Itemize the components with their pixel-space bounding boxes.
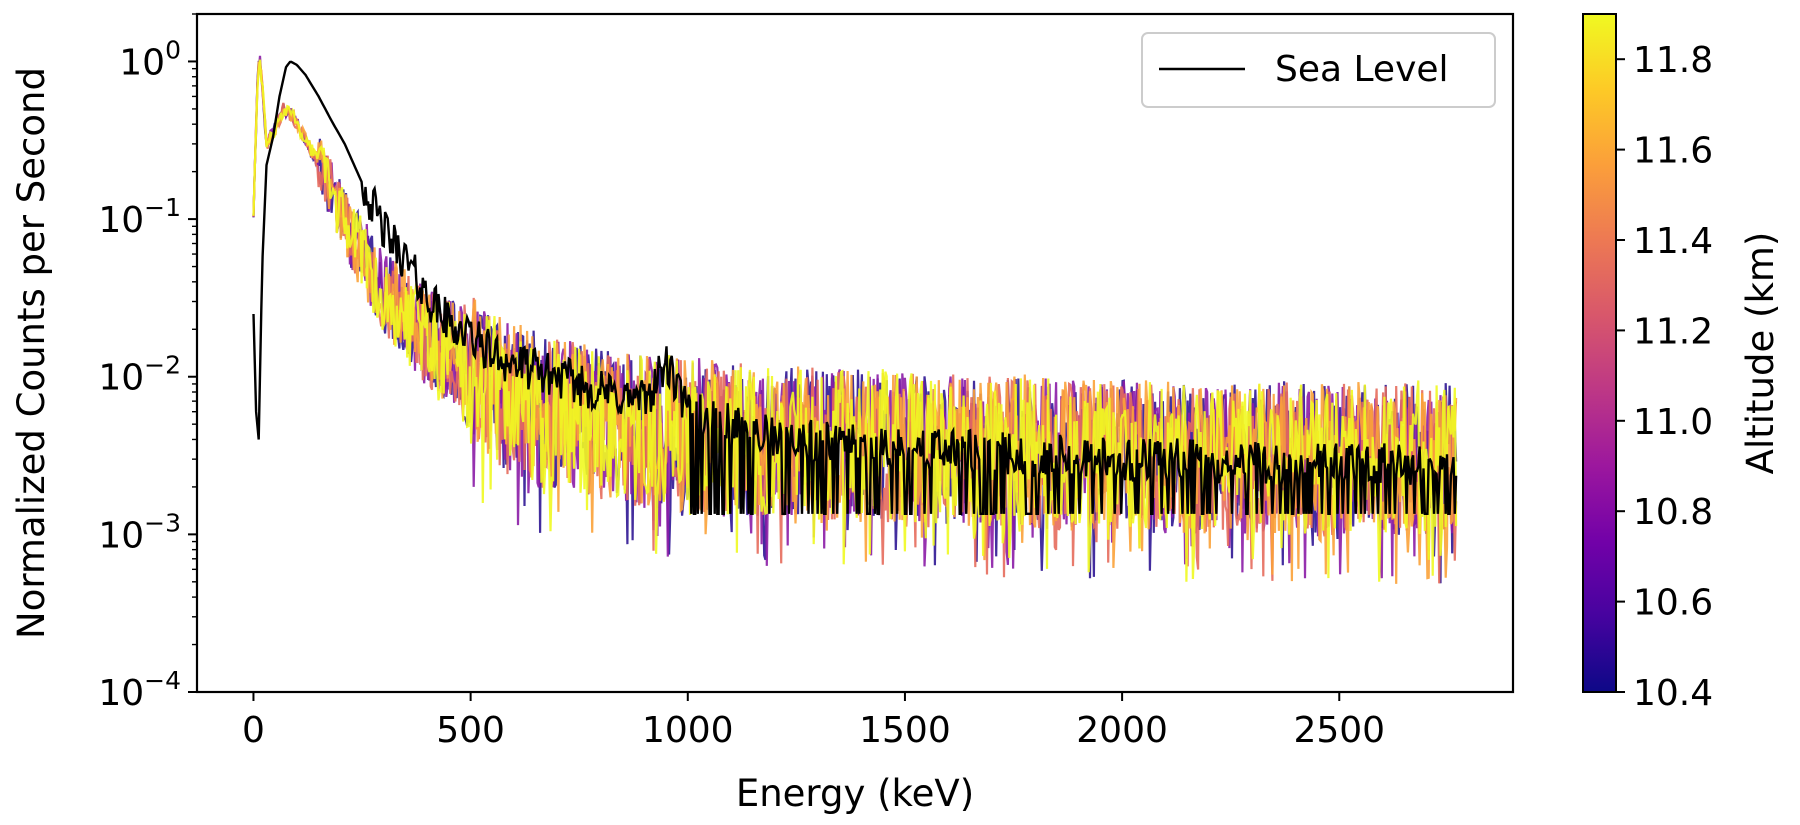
y-tick-label: 10−2 bbox=[98, 351, 181, 399]
x-tick-label: 2500 bbox=[1293, 710, 1385, 751]
colorbar-tick-label: 10.8 bbox=[1633, 492, 1713, 533]
y-tick-label: 100 bbox=[119, 35, 181, 83]
x-axis-label: Energy (keV) bbox=[736, 772, 974, 815]
legend-label-sea-level: Sea Level bbox=[1275, 49, 1449, 90]
x-tick-label: 500 bbox=[436, 710, 505, 751]
plot-background bbox=[197, 14, 1513, 692]
y-tick-label: 10−1 bbox=[98, 193, 181, 241]
x-tick-label: 1500 bbox=[859, 710, 951, 751]
y-tick-label: 10−3 bbox=[98, 508, 181, 556]
colorbar-gradient bbox=[1582, 13, 1617, 693]
x-tick-label: 1000 bbox=[642, 710, 734, 751]
y-axis-ticks: 100 10−1 10−2 10−3 10−4 bbox=[98, 13, 197, 714]
colorbar-label: Altitude (km) bbox=[1739, 232, 1782, 475]
sea-level-line bbox=[252, 60, 1458, 515]
colorbar-tick-label: 10.4 bbox=[1633, 673, 1713, 714]
colorbar-tick-label: 11.8 bbox=[1633, 40, 1713, 81]
colorbar: 10.4 10.6 10.8 11.0 11.2 11.4 11.6 11.8 Altitud… bbox=[1582, 13, 1782, 714]
colorbar-ticks: 10.4 10.6 10.8 11.0 11.2 11.4 11.6 11.8 bbox=[1616, 40, 1713, 714]
colorbar-tick-label: 11.4 bbox=[1633, 221, 1713, 262]
colorbar-tick-label: 11.0 bbox=[1633, 402, 1713, 443]
y-axis-label: Normalized Counts per Second bbox=[10, 67, 53, 639]
x-tick-label: 2000 bbox=[1076, 710, 1168, 751]
legend-box bbox=[1141, 32, 1496, 108]
sea-level-series-group bbox=[252, 60, 1458, 515]
colorbar-tick-label: 11.2 bbox=[1633, 311, 1713, 352]
legend: Sea Level bbox=[1141, 32, 1496, 108]
y-tick-label: 10−4 bbox=[98, 666, 181, 714]
colorbar-tick-label: 11.6 bbox=[1633, 131, 1713, 172]
x-tick-label: 0 bbox=[242, 710, 265, 751]
plot-frame bbox=[195, 12, 1515, 694]
colorbar-tick-label: 10.6 bbox=[1633, 583, 1713, 624]
x-axis-ticks: 0 500 1000 1500 2000 2500 bbox=[242, 692, 1385, 751]
